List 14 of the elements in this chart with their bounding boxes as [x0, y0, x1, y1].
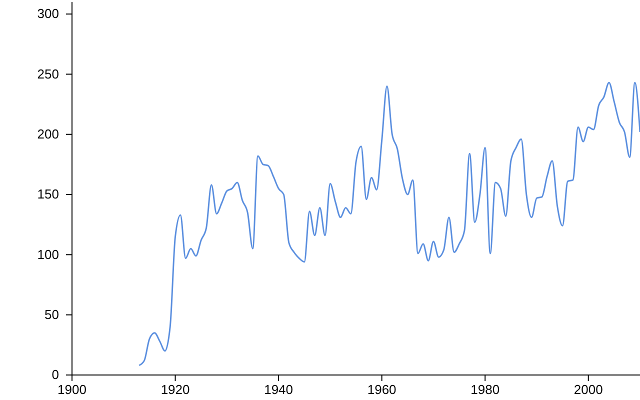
x-tick-label: 1960 [367, 382, 396, 397]
x-tick-label: 2000 [574, 382, 603, 397]
y-tick-label: 200 [37, 126, 59, 142]
y-tick-label: 250 [37, 66, 59, 82]
y-tick-label: 50 [44, 307, 59, 322]
x-tick-label: 1920 [160, 382, 190, 397]
y-tick-label: 300 [37, 6, 59, 22]
x-tick-label: 1940 [264, 382, 294, 397]
line-series [138, 82, 640, 366]
x-tick-label: 1900 [58, 382, 86, 397]
y-tick-label: 100 [37, 246, 59, 262]
y-tick-label: 150 [37, 186, 59, 202]
x-tick-label: 1980 [470, 382, 500, 397]
y-tick-label: 0 [52, 367, 59, 382]
